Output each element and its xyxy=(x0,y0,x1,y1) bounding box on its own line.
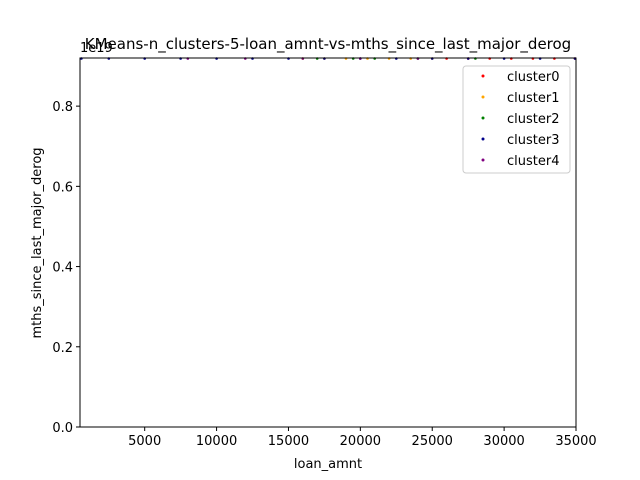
x-tick-label: 25000 xyxy=(412,434,453,449)
y-tick-label: 0.0 xyxy=(52,421,73,436)
y-tick-label: 0.2 xyxy=(52,341,73,356)
legend-label-cluster3: cluster3 xyxy=(507,133,559,148)
y-tick-label: 0.6 xyxy=(52,180,73,195)
axes-frame xyxy=(79,57,577,428)
y-axis-label: mths_since_last_major_derog xyxy=(30,147,45,338)
legend-label-cluster2: cluster2 xyxy=(507,112,559,127)
chart-title: KMeans-n_clusters-5-loan_amnt-vs-mths_si… xyxy=(85,35,571,54)
y-axis-offset-label: 1e19 xyxy=(80,41,113,56)
x-tick-label: 35000 xyxy=(555,434,596,449)
x-tick-label: 10000 xyxy=(196,434,237,449)
x-tick-label: 5000 xyxy=(128,434,161,449)
legend-marker-cluster4 xyxy=(481,158,485,162)
x-tick-label: 15000 xyxy=(268,434,309,449)
legend-label-cluster4: cluster4 xyxy=(507,154,559,169)
legend-box xyxy=(462,65,571,174)
legend-marker-cluster1 xyxy=(481,95,485,99)
legend-marker-cluster0 xyxy=(481,74,485,78)
y-tick-label: 0.4 xyxy=(52,261,73,276)
x-tick-label: 30000 xyxy=(483,434,524,449)
legend-marker-cluster2 xyxy=(481,116,485,120)
y-axis-ticks: 0.0 0.2 0.4 0.6 0.8 xyxy=(52,100,80,436)
x-axis-label: loan_amnt xyxy=(294,457,362,472)
x-tick-label: 20000 xyxy=(340,434,381,449)
legend-marker-cluster3 xyxy=(481,137,485,141)
legend-label-cluster1: cluster1 xyxy=(507,91,559,106)
y-tick-label: 0.8 xyxy=(52,100,73,115)
legend: cluster0 cluster1 cluster2 cluster3 cluster4 xyxy=(462,65,571,174)
x-axis-ticks: 5000 10000 15000 20000 25000 30000 35000 xyxy=(128,427,597,449)
legend-label-cluster0: cluster0 xyxy=(507,70,559,85)
